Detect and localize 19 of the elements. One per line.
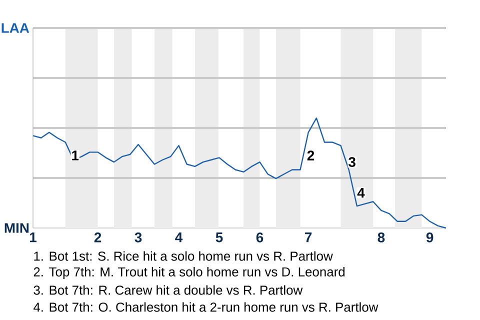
text: LAA xyxy=(2,23,30,33)
text: 3. Bot 7th: R. Carew hit a double vs R. Partlow xyxy=(34,285,303,295)
x-tick-label: 5 xyxy=(216,232,223,242)
annotation: 4 xyxy=(357,188,365,198)
text: 2. Top 7th: M. Trout hit a solo home run vs D. Leonard xyxy=(34,266,345,280)
x-tick-label: 6 xyxy=(256,232,264,242)
annotation: 3 xyxy=(348,157,356,168)
x-tick-label: 9 xyxy=(426,232,434,242)
annotation: 2 xyxy=(307,150,314,160)
x-tick-label: 3 xyxy=(134,232,142,242)
x-tick-label: 7 xyxy=(305,232,312,242)
text: 4. Bot 7th: O. Charleston hit a 2-run home run vs R. Partlow xyxy=(33,302,378,312)
x-tick-label: 8 xyxy=(378,232,385,242)
text: MIN xyxy=(4,223,29,233)
x-tick-label: 1 xyxy=(30,232,36,242)
x-tick-label: 2 xyxy=(94,232,102,242)
x-tick-label: 4 xyxy=(175,232,183,242)
annotation: 1 xyxy=(72,150,79,160)
text: 1. Bot 1st: S. Rice hit a solo home run vs R. Partlow xyxy=(34,251,333,261)
